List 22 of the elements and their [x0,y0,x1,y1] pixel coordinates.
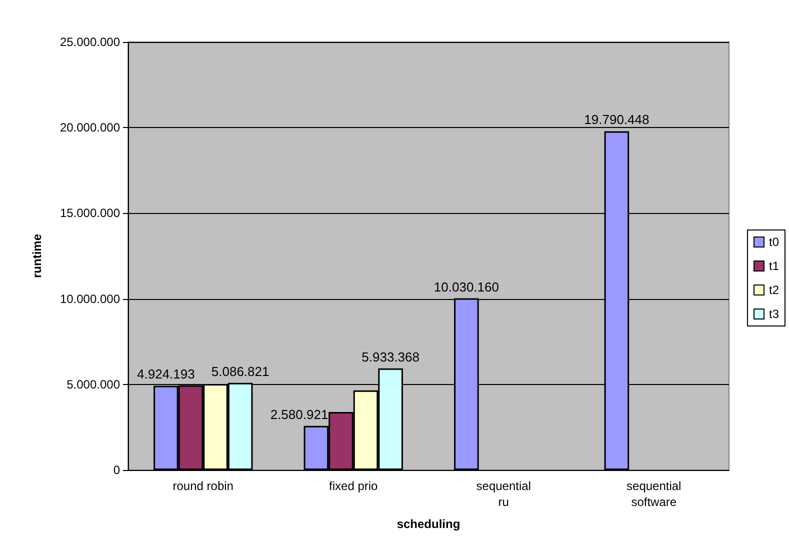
data-label: 4.924.193 [137,366,195,382]
legend-label: t3 [768,307,780,321]
x-tick-label: round robin [172,479,234,493]
legend-label: t0 [768,235,780,249]
y-tick-label: 20.000.000 [60,120,120,135]
y-tick-label: 0 [113,463,120,477]
y-axis-title: runtime [30,234,44,278]
y-tick-label: 5.000.000 [66,377,120,392]
x-tick-label: fixed prio [329,479,378,493]
y-tick-label: 15.000.000 [60,206,120,220]
x-tick-label: sequential ru [476,479,531,509]
data-label: 19.790.448 [584,112,650,128]
x-tick-label: sequential software [626,479,682,509]
y-tick-label: 10.000.000 [60,292,120,306]
data-label: 5.933.368 [362,349,420,364]
legend-label: t2 [768,283,780,297]
data-label: 2.580.921 [270,406,328,422]
data-label: 5.086.821 [211,364,270,379]
legend-label: t1 [768,259,780,273]
y-tick-label: 25.000.000 [60,35,120,49]
data-label: 10.030.160 [434,279,499,294]
x-axis-title: scheduling [396,517,460,531]
